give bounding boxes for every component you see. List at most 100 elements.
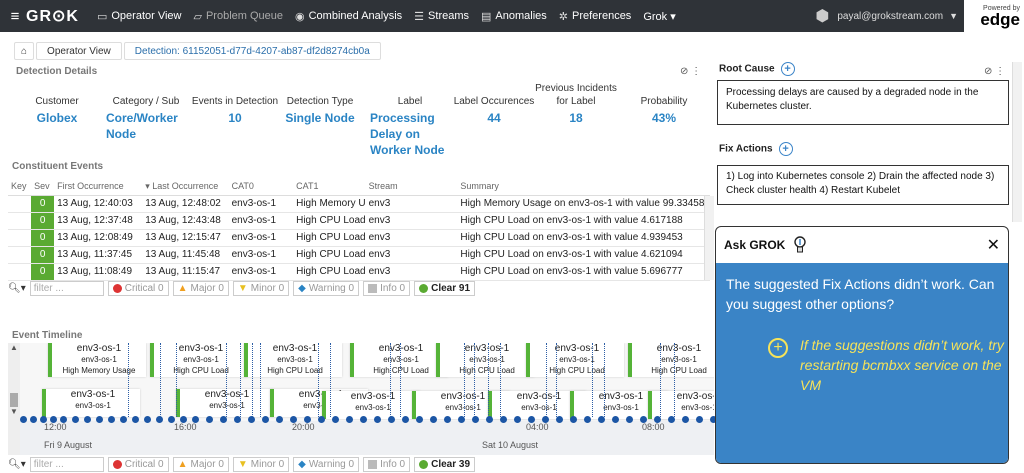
timeline-dot[interactable] — [374, 416, 381, 423]
timeline-dot[interactable] — [220, 416, 227, 423]
search-icon[interactable]: 🔍︎▾ — [8, 282, 26, 294]
timeline-dot[interactable] — [156, 416, 163, 423]
event-timeline[interactable]: ▲ ▼ env3-os-1 env3-os-1 High Memory Usage … — [8, 343, 714, 455]
timeline-dot[interactable] — [96, 416, 103, 423]
timeline-dot[interactable] — [168, 416, 175, 423]
table-row[interactable]: 0 13 Aug, 11:37:45 13 Aug, 11:45:48 env3-os… — [8, 246, 710, 264]
timeline-dot[interactable] — [402, 416, 409, 423]
timeline-dot[interactable] — [640, 416, 647, 423]
timeline-dot[interactable] — [570, 416, 577, 423]
add-root-cause-icon[interactable]: + — [780, 62, 795, 76]
timeline-dot[interactable] — [206, 416, 213, 423]
timeline-dot[interactable] — [612, 416, 619, 423]
timeline-dot[interactable] — [304, 416, 311, 423]
timeline-filter-input[interactable]: filter ... — [29, 456, 104, 472]
filter-major[interactable]: ▲ Major 0 — [172, 456, 229, 472]
nav-streams[interactable]: ☰ Streams — [414, 10, 469, 23]
timeline-dot[interactable] — [192, 416, 199, 423]
breadcrumb-detection[interactable]: Detection: 61152051-d77d-4207-ab87-df2d8… — [123, 42, 381, 60]
table-row[interactable]: 0 13 Aug, 11:08:49 13 Aug, 11:15:47 env3-os… — [8, 263, 710, 281]
timeline-dot[interactable] — [542, 416, 549, 423]
more-vertical-icon[interactable]: ⋮ — [995, 66, 1006, 77]
timeline-dot[interactable] — [84, 416, 91, 423]
timeline-dot[interactable] — [30, 416, 37, 423]
timeline-dot[interactable] — [416, 416, 423, 423]
timeline-dot[interactable] — [444, 416, 451, 423]
nav-preferences[interactable]: ✲ Preferences — [559, 10, 632, 23]
timeline-dot[interactable] — [500, 416, 507, 423]
timeline-event-card[interactable]: env3-os-1 env3-os-1 High CPU Load — [244, 343, 342, 377]
timeline-dot[interactable] — [360, 416, 367, 423]
breadcrumb-operator-view[interactable]: Operator View — [36, 42, 122, 60]
timeline-dot[interactable] — [556, 416, 563, 423]
table-row[interactable]: 0 13 Aug, 12:08:49 13 Aug, 12:15:47 env3-os… — [8, 229, 710, 247]
col-stream[interactable]: Stream — [365, 178, 458, 196]
timeline-event-card[interactable]: env3-os-1 env3-os-1 High CPU Load — [526, 343, 624, 377]
timeline-dot[interactable] — [458, 416, 465, 423]
timeline-event-card[interactable]: env3-os-1 env3-os-1 High CPU Load — [628, 343, 714, 377]
app-logo[interactable]: GR⊙K — [26, 8, 79, 25]
col-cat0[interactable]: CAT0 — [228, 178, 294, 196]
timeline-dot[interactable] — [346, 416, 353, 423]
check-circle-icon[interactable]: ⊘ — [680, 66, 689, 77]
scroll-up-icon[interactable]: ▲ — [10, 343, 18, 352]
filter-minor[interactable]: ▼ Minor 0 — [232, 280, 290, 296]
menu-icon[interactable]: ≡ — [10, 7, 20, 25]
timeline-dot[interactable] — [332, 416, 339, 423]
timeline-dot[interactable] — [276, 416, 283, 423]
timeline-dot[interactable] — [50, 416, 57, 423]
chevron-down-icon[interactable]: ▼ — [949, 11, 958, 21]
timeline-dot[interactable] — [290, 416, 297, 423]
col-cat1[interactable]: CAT1 — [293, 178, 366, 196]
home-icon[interactable]: ⌂ — [14, 42, 35, 60]
timeline-vscroll[interactable]: ▲ ▼ — [8, 343, 20, 455]
timeline-dot[interactable] — [234, 416, 241, 423]
timeline-dot[interactable] — [40, 416, 47, 423]
table-row[interactable]: 0 13 Aug, 12:37:48 13 Aug, 12:43:48 env3-os… — [8, 212, 710, 230]
check-circle-icon[interactable]: ⊘ — [984, 66, 993, 77]
timeline-dot[interactable] — [180, 416, 187, 423]
nav-operator-view[interactable]: ▭ Operator View — [97, 10, 182, 23]
timeline-dot[interactable] — [710, 416, 717, 423]
nav-combined-analysis[interactable]: ◉ Combined Analysis — [295, 10, 402, 23]
nav-grok-dropdown[interactable]: Grok ▾ — [643, 10, 675, 23]
timeline-dot[interactable] — [120, 416, 127, 423]
timeline-event-card[interactable]: env3-os-1 env3-os-1 High CPU Load — [350, 343, 448, 377]
col-summary[interactable]: Summary — [457, 178, 710, 196]
timeline-event-card[interactable]: env3-os-1 env3-os-1 High CPU Load — [150, 343, 248, 377]
user-menu[interactable]: payal@grokstream.com — [837, 10, 944, 22]
timeline-dot[interactable] — [132, 416, 139, 423]
table-row[interactable]: 0 13 Aug, 12:40:03 13 Aug, 12:48:02 env3-os… — [8, 195, 710, 213]
scroll-thumb[interactable] — [10, 393, 18, 407]
col-first-occurrence[interactable]: First Occurrence — [54, 178, 143, 196]
filter-critical[interactable]: Critical 0 — [107, 280, 169, 296]
timeline-dot[interactable] — [668, 416, 675, 423]
timeline-dot[interactable] — [514, 416, 521, 423]
timeline-dot[interactable] — [108, 416, 115, 423]
timeline-dot[interactable] — [486, 416, 493, 423]
filter-major[interactable]: ▲ Major 0 — [172, 280, 229, 296]
timeline-dot[interactable] — [528, 416, 535, 423]
filter-info[interactable]: Info 0 — [363, 456, 411, 472]
timeline-event-card[interactable]: env3-os-1 env3-os-1 High Memory Usage — [48, 343, 146, 377]
filter-warning[interactable]: ◆ Warning 0 — [293, 280, 360, 296]
timeline-dot[interactable] — [654, 416, 661, 423]
nav-anomalies[interactable]: ▤ Anomalies — [481, 10, 547, 23]
right-panel-scrollbar[interactable] — [1012, 62, 1022, 222]
search-icon[interactable]: 🔍︎▾ — [8, 458, 26, 470]
timeline-event-card[interactable]: env3-os-1 env3-os-1 High CPU Load — [436, 343, 534, 377]
timeline-dot[interactable] — [60, 416, 67, 423]
timeline-dot[interactable] — [430, 416, 437, 423]
filter-warning[interactable]: ◆ Warning 0 — [293, 456, 360, 472]
filter-clear[interactable]: Clear 39 — [414, 456, 476, 472]
events-filter-input[interactable]: filter ... — [29, 280, 104, 296]
filter-info[interactable]: Info 0 — [363, 280, 411, 296]
timeline-dot[interactable] — [20, 416, 27, 423]
plus-circle-icon[interactable]: + — [768, 338, 788, 358]
more-vertical-icon[interactable]: ⋮ — [691, 66, 702, 77]
nav-problem-queue[interactable]: ▱ Problem Queue — [193, 10, 283, 23]
